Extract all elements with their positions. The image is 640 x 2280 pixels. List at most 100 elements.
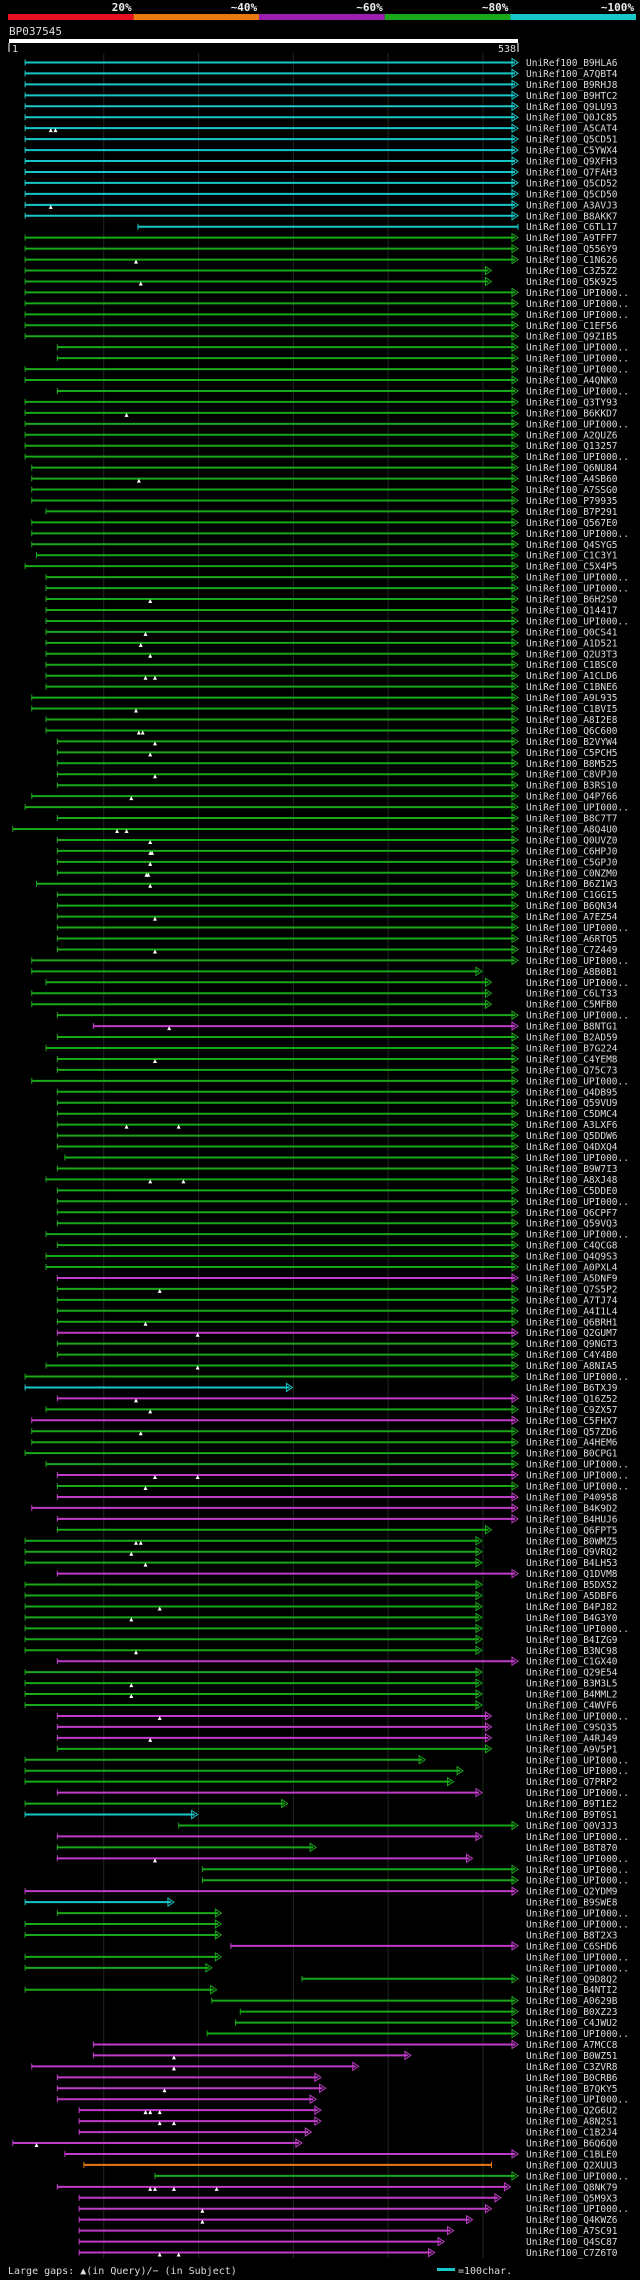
hit-row[interactable]: UniRef100_Q4DB95 (56, 1086, 618, 1098)
hit-row[interactable]: UniRef100_Q59VU9 (56, 1097, 618, 1109)
hit-row[interactable]: UniRef100_Q3TY93 (24, 396, 618, 408)
hit-row[interactable]: UniRef100_UPI000.. (24, 1623, 629, 1635)
hit-label[interactable]: UniRef100_B8T870 (526, 1843, 618, 1854)
hit-label[interactable]: UniRef100_C5YWX4 (526, 146, 618, 157)
hit-label[interactable]: UniRef100_C1BVI5 (526, 704, 618, 715)
hit-label[interactable]: UniRef100_Q3TY93 (526, 397, 618, 408)
hit-label[interactable]: UniRef100_A4SB60 (526, 474, 618, 485)
hit-row[interactable]: UniRef100_A8B0B1 (31, 966, 618, 978)
hit-label[interactable]: UniRef100_UPI000.. (526, 584, 629, 595)
hit-label[interactable]: UniRef100_Q0CS41 (526, 627, 618, 638)
hit-row[interactable]: UniRef100_UPI000.. (24, 1951, 629, 1963)
hit-row[interactable]: UniRef100_C4WVF6 (24, 1700, 618, 1712)
hit-row[interactable]: UniRef100_A3LXF6 (56, 1119, 618, 1131)
hit-row[interactable]: UniRef100_B0WZ51 (92, 2050, 618, 2062)
hit-label[interactable]: UniRef100_UPI000.. (526, 1076, 629, 1087)
hit-label[interactable]: UniRef100_B6TXJ9 (526, 1383, 618, 1394)
hit-row[interactable]: UniRef100_A0PXL4 (45, 1262, 618, 1274)
hit-label[interactable]: UniRef100_UPI000.. (526, 1876, 629, 1887)
hit-label[interactable]: UniRef100_Q2YDM9 (526, 1887, 618, 1898)
hit-row[interactable]: UniRef100_P40958 (56, 1492, 618, 1503)
hit-row[interactable]: UniRef100_C4QCG8 (56, 1240, 618, 1252)
hit-label[interactable]: UniRef100_B9T0S1 (526, 1810, 618, 1821)
hit-label[interactable]: UniRef100_C6LT33 (526, 989, 618, 1000)
hit-row[interactable]: UniRef100_Q0CS41 (45, 626, 618, 638)
hit-row[interactable]: UniRef100_C0NZM0 (56, 867, 618, 879)
hit-row[interactable]: UniRef100_C5GPJ0 (56, 856, 618, 868)
hit-row[interactable]: UniRef100_B3RS10 (56, 780, 618, 792)
hit-label[interactable]: UniRef100_Q4SC87 (526, 2237, 618, 2248)
hit-label[interactable]: UniRef100_Q2G6U2 (526, 2106, 618, 2117)
hit-label[interactable]: UniRef100_Q9VRQ2 (526, 1547, 618, 1558)
hit-row[interactable]: UniRef100_UPI000.. (45, 1459, 629, 1471)
hit-row[interactable]: UniRef100_B3M3L5 (24, 1678, 618, 1690)
hit-row[interactable]: UniRef100_C1BVI5 (31, 703, 618, 715)
hit-label[interactable]: UniRef100_B8C7T7 (526, 814, 618, 825)
hit-label[interactable]: UniRef100_C6TL17 (526, 222, 618, 233)
hit-row[interactable]: UniRef100_B8T2X3 (24, 1930, 618, 1941)
hit-row[interactable]: UniRef100_Q5CD52 (24, 177, 618, 189)
hit-row[interactable]: UniRef100_Q0V3J3 (178, 1820, 618, 1832)
hit-label[interactable]: UniRef100_A9TFF7 (526, 233, 618, 244)
hit-row[interactable]: UniRef100_A9TFF7 (24, 232, 618, 244)
hit-row[interactable]: UniRef100_C7Z449 (56, 944, 618, 956)
hit-label[interactable]: UniRef100_UPI000.. (526, 1909, 629, 1920)
hit-row[interactable]: UniRef100_A5CAT4 (24, 123, 618, 135)
hit-row[interactable]: UniRef100_B4NTI2 (24, 1984, 618, 1996)
hit-label[interactable]: UniRef100_B8M525 (526, 759, 618, 770)
hit-row[interactable]: UniRef100_UPI000.. (56, 1711, 629, 1722)
hit-label[interactable]: UniRef100_B3NC98 (526, 1646, 618, 1657)
hit-label[interactable]: UniRef100_B8NTG1 (526, 1022, 618, 1033)
hit-row[interactable]: UniRef100_UPI000.. (24, 1765, 629, 1777)
hit-row[interactable]: UniRef100_UPI000.. (78, 2203, 629, 2215)
hit-label[interactable]: UniRef100_Q7FAH3 (526, 167, 618, 178)
hit-label[interactable]: UniRef100_C6HPJ0 (526, 846, 618, 857)
hit-row[interactable]: UniRef100_Q75C73 (56, 1064, 618, 1076)
hit-label[interactable]: UniRef100_C3ZVR8 (526, 2062, 618, 2073)
hit-row[interactable]: UniRef100_UPI000.. (56, 1908, 629, 1920)
hit-label[interactable]: UniRef100_A3LXF6 (526, 1120, 618, 1131)
hit-row[interactable]: UniRef100_UPI000.. (24, 802, 629, 814)
hit-row[interactable]: UniRef100_C4JWU2 (235, 2017, 618, 2029)
hit-label[interactable]: UniRef100_C5GPJ0 (526, 857, 618, 868)
hit-label[interactable]: UniRef100_C4YEM8 (526, 1054, 618, 1065)
hit-row[interactable]: UniRef100_A2QUZ6 (24, 429, 618, 441)
hit-row[interactable]: UniRef100_C1EF56 (24, 320, 618, 332)
hit-label[interactable]: UniRef100_B8AKK7 (526, 211, 618, 222)
hit-row[interactable]: UniRef100_Q9Z1B5 (24, 331, 618, 343)
hit-label[interactable]: UniRef100_UPI000.. (526, 2095, 629, 2106)
hit-label[interactable]: UniRef100_A1D521 (526, 638, 618, 649)
hit-label[interactable]: UniRef100_C1GGI5 (526, 890, 618, 901)
hit-label[interactable]: UniRef100_B7G224 (526, 1043, 618, 1054)
hit-row[interactable]: UniRef100_Q59VQ3 (56, 1218, 618, 1230)
hit-label[interactable]: UniRef100_C4QCG8 (526, 1241, 618, 1252)
hit-row[interactable]: UniRef100_UPI000.. (24, 309, 629, 321)
hit-row[interactable]: UniRef100_Q13257 (24, 440, 618, 452)
hit-row[interactable]: UniRef100_Q5K925 (24, 276, 618, 288)
hit-row[interactable]: UniRef100_B9RHJ8 (24, 79, 618, 91)
hit-row[interactable]: UniRef100_UPI000.. (56, 1010, 629, 1022)
hit-row[interactable]: UniRef100_B6H2S0 (45, 594, 618, 606)
hit-label[interactable]: UniRef100_B6QN34 (526, 901, 618, 912)
hit-label[interactable]: UniRef100_A7EZ54 (526, 912, 618, 923)
hit-label[interactable]: UniRef100_A6RTQ5 (526, 934, 618, 945)
hit-label[interactable]: UniRef100_B4PJ82 (526, 1602, 618, 1613)
hit-label[interactable]: UniRef100_A2QUZ6 (526, 430, 618, 441)
hit-label[interactable]: UniRef100_A8N2S1 (526, 2117, 618, 2128)
hit-label[interactable]: UniRef100_Q2U3T3 (526, 649, 618, 660)
hit-label[interactable]: UniRef100_B3M3L5 (526, 1679, 618, 1690)
hit-row[interactable]: UniRef100_B4HUJ6 (56, 1513, 618, 1525)
hit-row[interactable]: UniRef100_Q5M9X3 (78, 2192, 618, 2204)
hit-row[interactable]: UniRef100_UPI000.. (45, 1229, 629, 1241)
hit-label[interactable]: UniRef100_UPI000.. (526, 1755, 629, 1766)
hit-label[interactable]: UniRef100_Q9Z1B5 (526, 332, 618, 343)
hit-label[interactable]: UniRef100_UPI000.. (526, 1197, 629, 1208)
hit-label[interactable]: UniRef100_UPI000.. (526, 1153, 629, 1164)
hit-label[interactable]: UniRef100_C8VPJ0 (526, 770, 618, 781)
hit-row[interactable]: UniRef100_B6TXJ9 (24, 1382, 618, 1394)
hit-label[interactable]: UniRef100_A8Q4U0 (526, 824, 618, 835)
hit-row[interactable]: UniRef100_B2VYW4 (56, 736, 618, 748)
hit-row[interactable]: UniRef100_C4YEM8 (56, 1054, 618, 1065)
hit-label[interactable]: UniRef100_UPI000.. (526, 419, 629, 430)
hit-label[interactable]: UniRef100_UPI000.. (526, 1471, 629, 1482)
